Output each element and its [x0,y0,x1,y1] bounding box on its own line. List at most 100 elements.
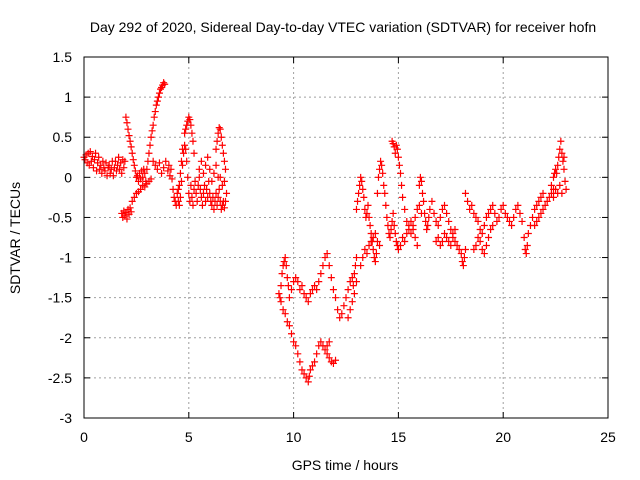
data-point [300,370,308,378]
y-axis-label: SDTVAR / TECUs [7,182,23,294]
data-point [411,213,419,221]
data-point [174,185,182,193]
data-point [524,229,532,237]
data-point [482,242,490,250]
data-point [129,156,137,164]
data-point [369,234,377,241]
data-point [379,169,387,177]
data-point [180,149,188,157]
data-point [288,286,296,294]
data-point [394,153,402,161]
data-point [415,201,423,209]
data-point [158,169,166,177]
data-point [491,209,499,217]
data-point [533,217,541,225]
data-point [381,189,389,197]
data-point [560,153,568,161]
data-point [120,164,128,172]
data-point [365,242,373,250]
data-point [292,274,300,282]
data-point [395,161,403,169]
data-point [212,189,220,197]
data-point [148,127,156,135]
data-point [386,234,394,241]
data-point [181,141,189,149]
y-tick-label: -1.5 [48,290,72,306]
data-point [445,238,453,246]
data-point [218,181,226,189]
data-point [294,350,302,358]
data-point [512,205,520,213]
data-point [192,189,200,197]
data-point [161,80,169,88]
data-point [478,246,486,254]
data-point [162,157,170,165]
data-point [215,185,223,193]
data-point [436,242,444,250]
data-point [216,173,224,181]
y-tick-label: 1.5 [53,49,73,65]
data-point [212,145,220,153]
data-point [182,125,190,133]
data-point [346,306,354,314]
data-point [518,217,526,225]
data-point [112,167,120,175]
data-point [115,153,123,161]
data-point [213,137,221,145]
data-point [358,177,366,185]
data-point [278,270,286,278]
data-point [151,108,159,116]
data-point [292,342,300,350]
data-point [204,153,212,161]
data-point [449,234,457,241]
data-point [191,177,199,185]
data-point [182,145,190,153]
data-point [223,189,231,197]
data-point [313,286,321,294]
data-point [482,213,490,221]
data-point [476,238,484,246]
data-point [553,169,561,177]
data-point [149,121,157,129]
data-point [175,181,183,189]
data-point [373,189,381,197]
data-point [143,165,151,173]
data-point [432,217,440,225]
y-tick-label: 0.5 [53,129,73,145]
data-point [160,164,168,172]
data-point [116,165,124,173]
data-point [533,201,541,209]
data-point [403,229,411,237]
data-point [321,254,329,262]
data-point [164,167,172,175]
data-point [547,181,555,189]
data-point [145,149,153,157]
data-point [327,274,335,282]
data-point [501,209,509,217]
data-point [480,250,488,258]
data-point [197,157,205,165]
data-point [393,145,401,153]
data-point [371,258,379,266]
data-point [384,221,392,229]
data-point [523,242,531,250]
data-point [202,161,210,169]
data-point [474,234,482,241]
data-point [282,262,290,270]
data-point [101,167,109,175]
data-point [118,169,126,177]
data-point [194,181,202,189]
data-point [391,149,399,157]
data-point [363,250,371,258]
data-point [311,282,319,290]
data-point [296,358,304,366]
data-point [302,374,310,382]
data-point [356,181,364,189]
data-point [122,113,130,121]
data-point [425,213,433,221]
data-point [218,141,226,149]
data-point [422,217,430,225]
data-point [485,234,493,241]
data-point [277,298,285,306]
data-point [150,113,158,121]
